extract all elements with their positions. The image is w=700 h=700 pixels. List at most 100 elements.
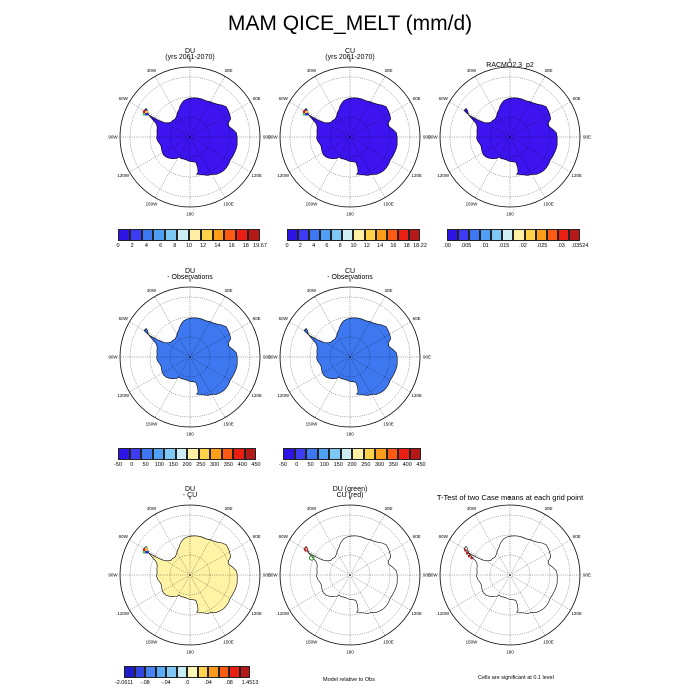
colorbar-swatch [524,229,536,241]
hotspot-cell [145,551,148,554]
colorbar-tick-label: 10 [350,243,357,249]
longitude-label: 90E [423,135,431,140]
meridian-line [189,136,251,173]
colorbar-tick-label: .02 [519,243,527,249]
meridian-line [349,136,411,173]
colorbar-swatch [363,448,375,460]
longitude-label: 120W [117,173,130,178]
longitude-label: 150W [466,639,479,644]
colorbar-tick-label: -50 [279,462,287,468]
colorbar-swatch [469,229,481,241]
colorbar-swatch [212,229,225,241]
panel-subtitle: (yrs 2061-2070) [325,54,375,61]
colorbar-swatch [141,448,153,460]
meridian-line [314,356,351,418]
colorbar-swatch [398,448,410,460]
colorbar-swatch [129,448,141,460]
meridian-line [289,539,351,576]
colorbar-swatch [294,448,306,460]
longitude-label: 90W [268,573,278,578]
panel-title: DU [184,48,196,55]
longitude-label: 180 [346,650,354,655]
panel-title: T-Test of two Case means at each grid po… [436,493,584,502]
colorbar-swatch [239,666,250,678]
meridian-line [449,101,511,138]
meridian-line [289,356,351,393]
colorbar-swatch [145,666,156,678]
polar-map: 0 30E 60E 90E 120E 150E 180 150W 120W 90W 60W 30W [428,496,591,655]
meridian-line [129,356,191,393]
colorbar-tick-label: 8 [338,243,342,249]
longitude-label: 0 [509,58,512,63]
longitude-label: 120E [411,611,422,616]
colorbar-swatch [187,448,199,460]
longitude-label: 150E [223,639,234,644]
longitude-label: 60E [253,96,261,101]
colorbar-tick-label: 450 [251,462,261,468]
longitude-label: 30W [307,288,317,293]
colorbar-tick-label: 200 [347,462,357,468]
meridian-line [189,101,251,138]
colorbar-tick-label: .015 [498,243,510,249]
longitude-label: 90E [583,135,591,140]
longitude-label: 90W [428,135,438,140]
colorbar-tick-label: 14 [377,243,384,249]
longitude-label: 0 [349,496,352,501]
longitude-label: 30E [544,506,552,511]
significant-cell [470,556,474,560]
meridian-line [289,574,351,611]
meridian-line [189,136,226,198]
hotspot-cell [142,551,146,554]
colorbar-tick-label: 150 [333,462,343,468]
note-model-rel-obs: Model relative to Obs [323,677,375,683]
longitude-label: 150E [543,639,554,644]
colorbar-tick-label: .03524 [571,243,589,249]
longitude-label: 60W [119,534,129,539]
colorbar-tick-label: .0 [184,680,190,686]
panel-title: DU [184,486,196,493]
colorbar-swatch [129,229,142,241]
longitude-label: 90W [268,355,278,360]
longitude-label: 90W [268,135,278,140]
longitude-label: 60E [573,534,581,539]
colorbar-swatch [329,448,341,460]
longitude-label: 30W [147,288,157,293]
longitude-label: 0 [189,58,192,63]
meridian-line [314,76,351,138]
colorbar-tick-label: 200 [182,462,192,468]
longitude-label: 150E [383,421,394,426]
colorbar-swatch [197,666,208,678]
panel-subtitle: - Observations [327,274,373,281]
map-boundary [279,286,421,428]
colorbar-swatch [175,448,187,460]
colorbar-tick-label: 18.22 [413,243,427,249]
hotspot-cell [142,113,146,116]
panel-title: RACMO2.3_p2 [486,62,534,69]
longitude-label: 120W [117,393,130,398]
longitude-label: 60E [413,316,421,321]
colorbar-tick-label: .04 [204,680,212,686]
colorbar-swatch [248,229,260,241]
longitude-label: 30W [307,68,317,73]
panel-du: DU (yrs 2061-2070) 0 30E 60E 90E 120E 150E 180… [108,48,271,223]
figure-title: MAM QICE_MELT (mm/d) [227,12,473,35]
longitude-label: 150W [306,201,319,206]
colorbar-tick-label: 0 [116,243,120,249]
panel-title: CU [344,268,356,275]
meridian-line [349,76,386,138]
longitude-label: 30W [147,68,157,73]
panel-model-rel-obs: DU (green) CU (red) 0 30E 60E 90E 120E 150E 18… [268,486,431,661]
panel-title: DU [184,268,196,275]
longitude-label: 180 [346,432,354,437]
colorbar-swatch [353,229,365,241]
meridian-line [349,101,411,138]
meridian-line [509,574,571,611]
meridian-line [189,321,251,358]
colorbar-tick-label: 4 [144,243,148,249]
meridian-line [314,296,351,358]
pole-marker [349,574,351,576]
pole-marker [509,136,511,138]
colorbar-swatch [200,229,213,241]
longitude-label: 60W [119,316,129,321]
colorbar-cells [447,229,580,241]
